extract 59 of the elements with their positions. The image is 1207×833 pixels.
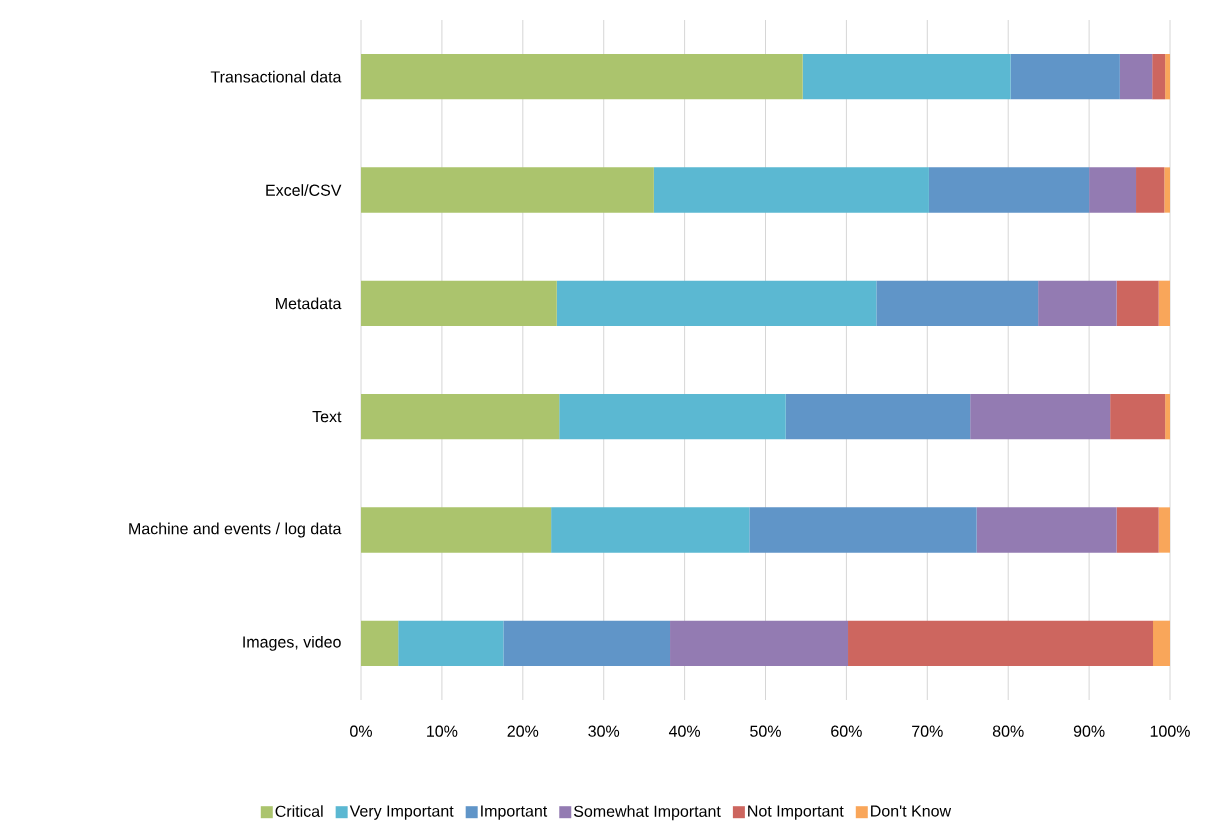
bar [1119,54,1153,100]
bar [1165,54,1171,100]
bar [785,394,971,440]
bar [361,280,557,327]
legend-label: Very Important [349,805,454,820]
bar [1116,507,1159,553]
bar [802,54,1011,100]
bar [559,394,786,440]
bar [928,167,1090,213]
y-tick-label: Metadata [276,297,342,310]
bar [361,394,560,440]
bar [1110,394,1166,440]
y-tick-label: Images, video [243,635,341,651]
legend-label: Important [481,805,548,820]
x-tick-label: 100% [1150,725,1190,737]
y-tick-label: Machine and events / log data [129,522,342,538]
bar [1165,394,1171,440]
bar [1158,507,1171,553]
bar [1164,167,1171,213]
bar [361,54,803,100]
x-tick-label: 30% [588,725,620,737]
bar [1158,280,1171,327]
x-tick-label: 50% [750,725,781,737]
x-tick-label: 20% [507,725,539,737]
bar [848,620,1154,667]
legend-label: Not Important [748,805,844,820]
y-tick-label: Excel/CSV [266,184,342,196]
bar [361,620,399,667]
bar [1153,620,1171,667]
legend-label: Critical [275,805,323,817]
x-tick-label: 40% [668,725,701,737]
bar [398,620,504,667]
bar [1089,167,1137,213]
bar [970,394,1111,440]
bar [503,620,671,667]
bar [556,280,877,327]
bar [976,507,1117,553]
x-tick-label: 90% [1073,725,1105,737]
bar [1136,167,1165,213]
x-tick-label: 10% [427,725,458,737]
bar [1116,280,1159,327]
x-tick-label: 70% [912,725,943,737]
bar [361,507,552,553]
y-tick-label: Transactional data [210,70,342,83]
x-tick-label: 0% [350,725,372,737]
bar [670,620,849,667]
x-tick-label: 60% [831,725,862,737]
x-tick-label: 80% [992,725,1024,737]
bar [361,167,654,213]
bar [1038,280,1117,327]
bar [876,280,1039,327]
bar [749,507,977,553]
bar [1010,54,1120,100]
legend-label: Somewhat Important [573,805,721,821]
bar [1152,54,1166,100]
bar [551,507,750,553]
bar [653,167,929,213]
y-tick-label: Text [312,411,342,423]
legend-label: Don't Know [871,805,952,817]
